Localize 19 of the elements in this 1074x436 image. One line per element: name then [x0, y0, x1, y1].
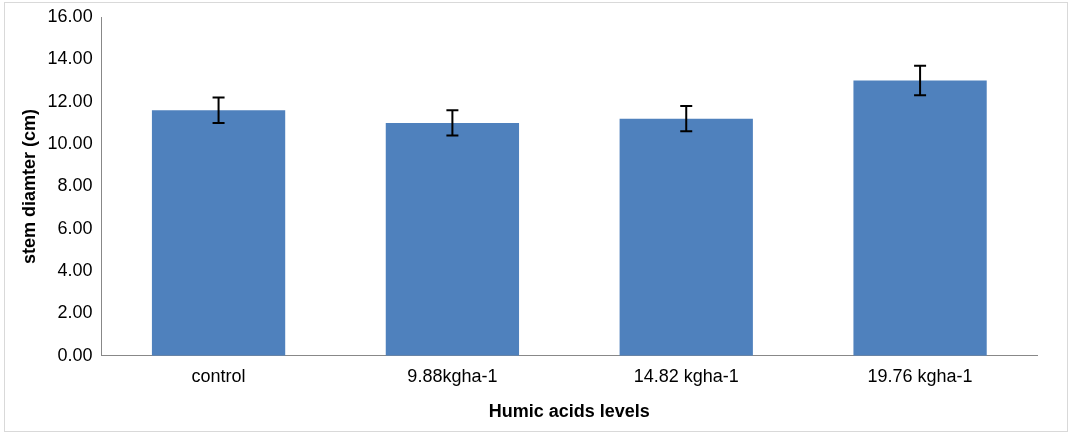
x-tick-label: 14.82 kgha-1 — [633, 365, 739, 386]
y-tick-label: 0.00 — [57, 344, 93, 365]
y-tick-label: 16.00 — [47, 5, 93, 26]
y-tick-label: 10.00 — [47, 133, 93, 154]
bar — [151, 110, 286, 356]
x-axis-title: Humic acids levels — [488, 401, 650, 422]
y-axis-title: stem diamter (cm) — [18, 108, 39, 264]
y-tick-label: 12.00 — [47, 90, 93, 111]
y-tick-label: 4.00 — [57, 260, 93, 281]
y-tick-label: 2.00 — [57, 302, 93, 323]
y-tick-label: 8.00 — [57, 175, 93, 196]
bar — [385, 122, 520, 356]
bar — [853, 80, 987, 356]
x-tick-label: 19.76 kgha-1 — [867, 365, 973, 386]
y-tick-label: 6.00 — [57, 217, 93, 238]
x-tick-label: 9.88kgha-1 — [407, 365, 498, 386]
x-tick-label: control — [191, 365, 246, 386]
bar — [619, 118, 753, 356]
y-tick-label: 14.00 — [47, 48, 93, 69]
